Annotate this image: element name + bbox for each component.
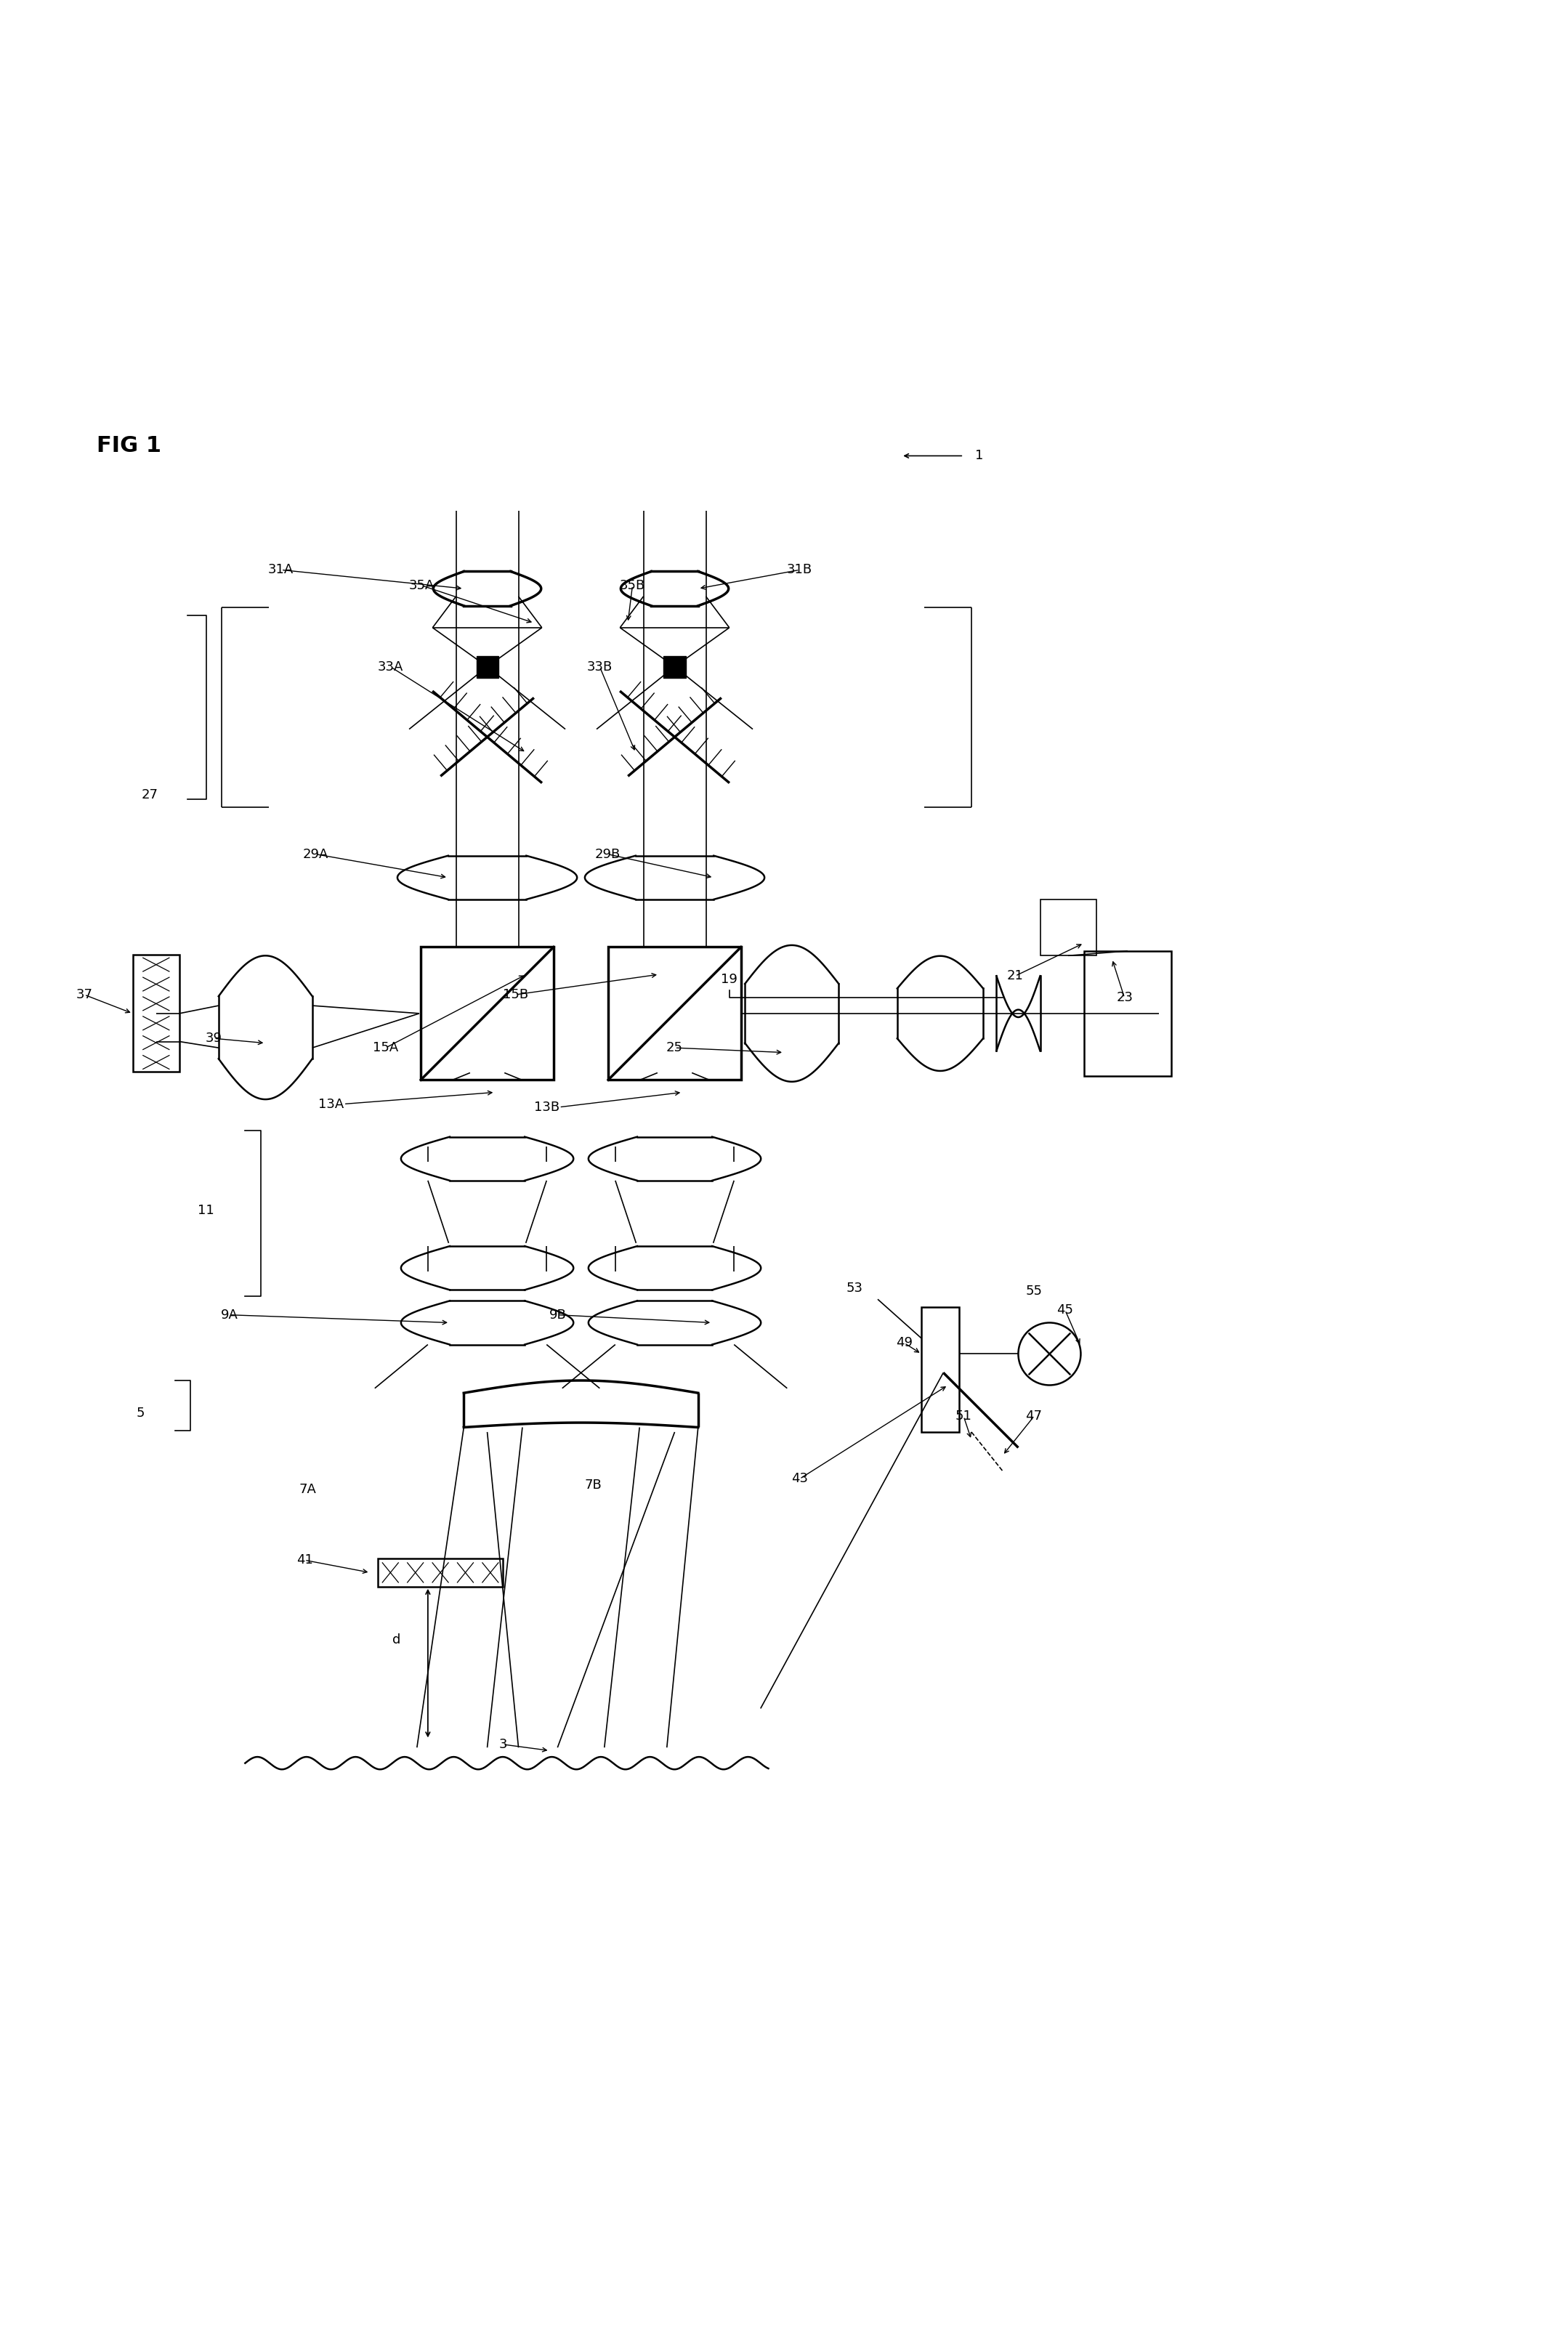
Text: 45: 45 xyxy=(1057,1304,1074,1316)
Text: 55: 55 xyxy=(1025,1285,1043,1297)
Text: 13A: 13A xyxy=(318,1097,343,1111)
Bar xyxy=(1083,952,1171,1076)
Text: 49: 49 xyxy=(895,1337,913,1348)
Text: 9A: 9A xyxy=(221,1309,238,1320)
Text: 35B: 35B xyxy=(619,579,646,593)
Bar xyxy=(663,656,685,677)
Text: 13B: 13B xyxy=(533,1101,560,1113)
Text: 25: 25 xyxy=(666,1041,684,1055)
Text: 41: 41 xyxy=(296,1554,312,1568)
Text: FIG 1: FIG 1 xyxy=(97,436,162,457)
Text: 39: 39 xyxy=(205,1031,223,1045)
Text: 29A: 29A xyxy=(303,847,328,861)
Text: 19: 19 xyxy=(721,973,737,985)
Text: 7A: 7A xyxy=(299,1484,317,1495)
Bar xyxy=(922,1306,960,1432)
Text: 11: 11 xyxy=(198,1204,215,1218)
Text: 31A: 31A xyxy=(268,562,293,576)
Text: 43: 43 xyxy=(792,1472,808,1486)
Text: 33B: 33B xyxy=(586,660,613,674)
Text: 5: 5 xyxy=(136,1407,144,1421)
Text: 9B: 9B xyxy=(549,1309,566,1320)
Text: 51: 51 xyxy=(955,1409,972,1423)
Bar xyxy=(133,954,179,1071)
Text: 33A: 33A xyxy=(378,660,403,674)
Text: 3: 3 xyxy=(499,1738,506,1752)
Text: 23: 23 xyxy=(1116,992,1132,1006)
Text: 15B: 15B xyxy=(503,989,528,1001)
Text: 7B: 7B xyxy=(585,1479,602,1491)
Text: 27: 27 xyxy=(141,789,158,800)
Bar xyxy=(608,947,742,1080)
Bar xyxy=(420,947,554,1080)
Text: 37: 37 xyxy=(75,989,93,1001)
Text: 1: 1 xyxy=(975,450,983,462)
Text: 47: 47 xyxy=(1025,1409,1043,1423)
Bar xyxy=(378,1558,503,1586)
Text: 53: 53 xyxy=(845,1281,862,1295)
Bar xyxy=(477,656,499,677)
Bar xyxy=(1040,901,1096,957)
Text: 15A: 15A xyxy=(373,1041,398,1055)
Text: 29B: 29B xyxy=(594,847,621,861)
Text: d: d xyxy=(392,1633,401,1647)
Text: 31B: 31B xyxy=(787,562,812,576)
Text: 35A: 35A xyxy=(409,579,434,593)
Text: 21: 21 xyxy=(1007,971,1024,982)
